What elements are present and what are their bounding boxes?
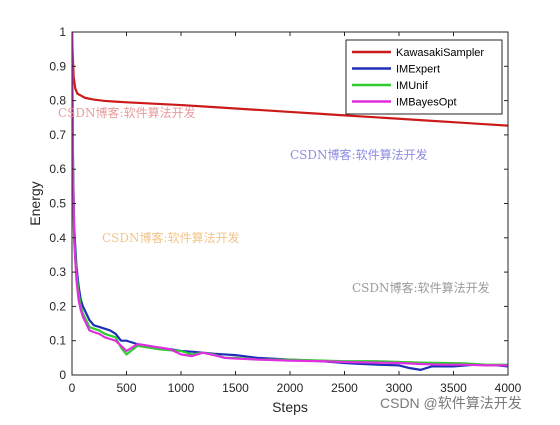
y-tick-label: 0.1	[49, 334, 66, 348]
legend-label: IMUnif	[396, 80, 429, 92]
y-tick-label: 0.5	[49, 197, 66, 211]
x-tick-label: 4000	[495, 381, 522, 395]
series-line-imbayesopt	[72, 32, 508, 367]
y-tick-label: 0.2	[49, 299, 66, 313]
legend-label: IMBayesOpt	[396, 97, 457, 109]
y-tick-label: 0.4	[49, 231, 66, 245]
y-tick-label: 0.6	[49, 162, 66, 176]
x-tick-label: 2000	[277, 381, 304, 395]
x-axis-label: Steps	[272, 399, 308, 415]
x-tick-label: 3000	[386, 381, 413, 395]
series-group	[72, 32, 508, 371]
legend-label: KawasakiSampler	[396, 47, 484, 59]
y-axis-label: Energy	[27, 181, 43, 225]
x-tick-label: 1500	[222, 381, 249, 395]
x-tick-label: 2500	[331, 381, 358, 395]
x-tick-label: 0	[69, 381, 76, 395]
x-tick-label: 500	[116, 381, 136, 395]
series-line-kawasakisampler	[72, 32, 508, 127]
legend-label: IMExpert	[396, 64, 440, 76]
y-tick-label: 0	[59, 368, 66, 382]
y-tick-label: 1	[59, 25, 66, 39]
y-tick-label: 0.9	[49, 59, 66, 73]
x-tick-label: 3500	[440, 381, 467, 395]
x-tick-label: 1000	[168, 381, 195, 395]
y-tick-label: 0.8	[49, 94, 66, 108]
y-tick-label: 0.7	[49, 128, 66, 142]
y-tick-label: 0.3	[49, 265, 66, 279]
